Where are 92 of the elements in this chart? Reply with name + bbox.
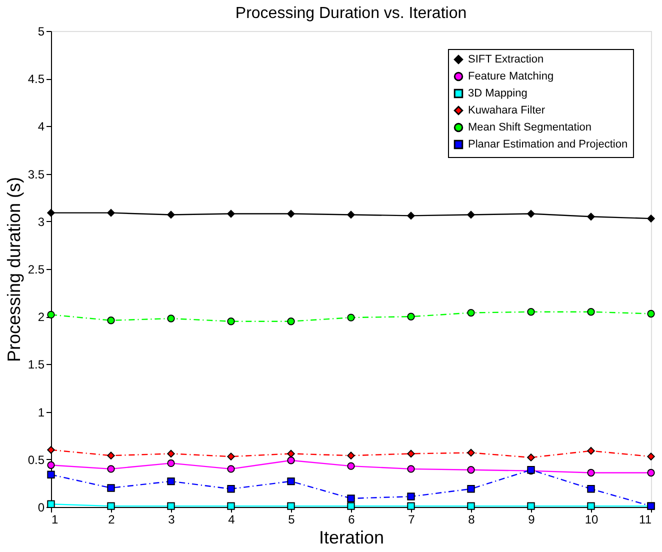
point [407, 492, 415, 500]
y-tick-label: 0.5 [28, 452, 45, 467]
x-tick-label: 9 [528, 512, 536, 526]
point [467, 502, 475, 510]
point [227, 210, 235, 218]
x-tick-label: 8 [468, 512, 476, 526]
point [407, 465, 415, 473]
x-tick-label: 5 [288, 512, 296, 526]
point [227, 485, 235, 493]
y-tick-label: 4 [38, 120, 45, 134]
point [47, 446, 55, 454]
legend-label: Planar Estimation and Projection [468, 138, 628, 150]
point [287, 210, 295, 218]
point [527, 210, 535, 218]
point [107, 465, 115, 473]
point [347, 494, 355, 502]
y-axis-title: Processing duration (s) [4, 176, 24, 362]
x-tick-label: 11 [639, 512, 652, 526]
x-axis-title: Iteration [318, 528, 384, 548]
point [347, 502, 355, 510]
point [227, 318, 235, 326]
y-tick-label: 4.5 [28, 72, 45, 86]
point [227, 502, 235, 510]
x-tick-label: 3 [168, 512, 176, 526]
point [587, 502, 595, 510]
point [647, 214, 655, 222]
point [167, 459, 175, 468]
point [287, 456, 295, 464]
y-tick-label: 2.5 [28, 262, 45, 276]
legend-label: Kuwahara Filter [468, 104, 546, 116]
y-tick-label: 0 [38, 500, 45, 514]
point [287, 318, 295, 326]
point [107, 316, 115, 324]
point [107, 502, 115, 510]
point [527, 454, 535, 462]
y-tick-label: 3 [38, 214, 45, 229]
y-tick-label: 1.5 [28, 358, 45, 372]
point [287, 477, 295, 486]
point [107, 484, 115, 492]
point [407, 312, 415, 320]
point [587, 212, 595, 220]
point [587, 308, 595, 316]
point [167, 450, 175, 458]
point [647, 310, 655, 318]
point [587, 468, 595, 477]
point [347, 462, 355, 470]
point [647, 468, 655, 477]
legend-label: SIFT Extraction [468, 54, 544, 66]
point [647, 452, 655, 460]
point [227, 452, 235, 460]
legend-label: Feature Matching [468, 70, 554, 82]
x-tick-label: 2 [108, 512, 116, 526]
point [167, 477, 175, 486]
x-tick-label: 4 [228, 512, 236, 526]
point [47, 208, 55, 217]
point [167, 502, 175, 510]
x-tick-label: 6 [348, 512, 356, 526]
point [527, 502, 535, 510]
chart-title: Processing Duration vs. Iteration [235, 5, 467, 22]
point [347, 314, 355, 322]
point [347, 452, 355, 460]
point [47, 461, 55, 469]
x-tick-label: 1 [52, 512, 58, 526]
point [167, 314, 175, 322]
point [167, 210, 175, 219]
legend-label: Mean Shift Segmentation [468, 122, 592, 134]
point [467, 210, 475, 219]
y-tick-label: 5 [38, 24, 45, 38]
point [47, 470, 55, 478]
point [227, 465, 235, 473]
point [467, 308, 475, 317]
point [587, 485, 595, 493]
point [407, 502, 415, 510]
point [467, 466, 475, 474]
point [287, 450, 295, 458]
point [587, 446, 595, 455]
x-tick-label: 10 [584, 512, 598, 526]
point [107, 208, 115, 217]
y-tick-label: 3.5 [28, 167, 45, 182]
y-tick-label: 1 [38, 405, 45, 420]
point [107, 452, 115, 460]
legend-label: 3D Mapping [468, 88, 528, 100]
point [467, 485, 475, 493]
point [47, 310, 55, 319]
point [287, 502, 295, 510]
point [527, 308, 535, 316]
point [407, 212, 415, 220]
y-tick-label: 2 [38, 310, 45, 324]
x-tick-label: 7 [408, 512, 416, 526]
point [407, 450, 415, 458]
point [467, 448, 475, 457]
point [347, 210, 355, 219]
